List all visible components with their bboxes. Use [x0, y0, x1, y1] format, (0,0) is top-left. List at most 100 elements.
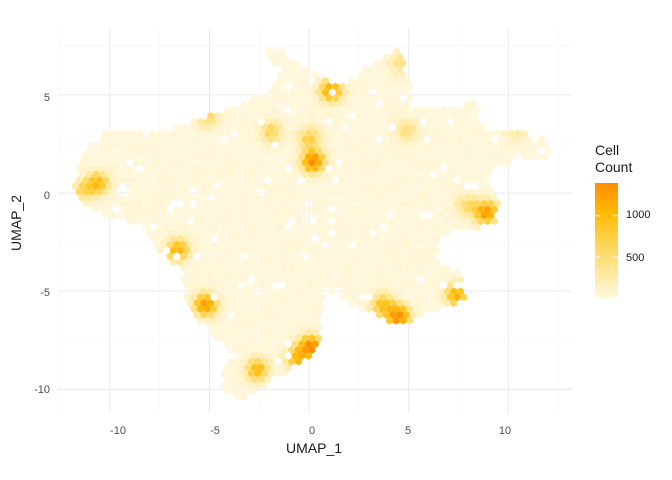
- hexbin-cell: [362, 147, 370, 155]
- hexbin-cell: [382, 205, 390, 214]
- hexbin-cell: [403, 217, 410, 226]
- hexbin-cell: [426, 117, 434, 126]
- hexbin-cell: [217, 164, 225, 173]
- hexbin-cell: [355, 76, 363, 85]
- hexbin-cell: [254, 193, 262, 202]
- hexbin-cell: [99, 205, 106, 214]
- hexbin-cell: [234, 334, 242, 343]
- hexbin-cell: [193, 182, 201, 190]
- hexbin-cell: [109, 141, 117, 150]
- hexbin-cell: [234, 346, 242, 354]
- hexbin-cell: [247, 264, 255, 272]
- hexbin-cell: [271, 188, 279, 196]
- hexbin-cell: [217, 141, 225, 150]
- hexbin-cell: [203, 188, 211, 196]
- hexbin-cell: [176, 211, 184, 220]
- hexbin-cell: [460, 211, 468, 220]
- hexbin-cell: [224, 386, 231, 395]
- hexbin-cell: [241, 135, 248, 144]
- hexbin-cell: [264, 129, 272, 138]
- hexbin-cell: [264, 328, 272, 337]
- hexbin-cell: [203, 129, 211, 138]
- hexbin-cell: [423, 275, 431, 284]
- hexbin-cell: [284, 152, 292, 161]
- hexbin-cell: [433, 281, 441, 290]
- hexbin-cell: [268, 205, 275, 214]
- hexbin-cell: [261, 346, 269, 354]
- hexbin-cell: [268, 310, 275, 319]
- hexbin-cell: [251, 340, 258, 348]
- hexbin-cell: [298, 141, 306, 150]
- hexbin-cell: [447, 106, 454, 114]
- hexbin-cell: [349, 123, 356, 132]
- hexbin-cell: [278, 340, 285, 348]
- hexbin-cell: [315, 310, 323, 319]
- hexbin-cell: [102, 199, 110, 208]
- hexbin-cell: [403, 299, 410, 307]
- hexbin-cell: [274, 158, 282, 167]
- hexbin-cell: [301, 193, 309, 202]
- hexbin-cell: [379, 94, 387, 103]
- hexbin-cell: [433, 106, 441, 114]
- hexbin-cell: [278, 363, 285, 372]
- hexbin-cell: [122, 129, 130, 138]
- hexbin-cell: [234, 112, 242, 120]
- hexbin-cell: [355, 299, 363, 307]
- hexbin-cell: [403, 170, 410, 179]
- hexbin-cell: [406, 141, 414, 150]
- hexbin-cell: [318, 258, 326, 267]
- hexbin-cell: [180, 229, 187, 237]
- hexbin-cell: [396, 310, 404, 319]
- hexbin-cell: [230, 293, 238, 302]
- hexbin-cell: [480, 199, 488, 208]
- hexbin-cell: [207, 112, 214, 120]
- hexbin-cell: [176, 246, 184, 255]
- hexbin-cell: [281, 135, 289, 144]
- hexbin-cell: [311, 152, 319, 161]
- hexbin-cell: [176, 223, 184, 231]
- hexbin-cell: [362, 229, 370, 237]
- hexbin-cell: [197, 293, 204, 302]
- hexbin-cell: [372, 293, 380, 302]
- hexbin-cell: [213, 299, 221, 307]
- hexbin-cell: [78, 170, 86, 179]
- hexbin-cell: [257, 293, 265, 302]
- hexbin-cell: [210, 316, 218, 325]
- hexbin-cell: [213, 205, 221, 214]
- hexbin-cell: [213, 264, 221, 272]
- hexbin-cell: [203, 293, 211, 302]
- hexbin-cell: [264, 305, 272, 313]
- hexbin-cell: [487, 152, 495, 161]
- hexbin-cell: [170, 211, 177, 220]
- hexbin-cell: [284, 129, 292, 138]
- hexbin-cell: [494, 129, 502, 138]
- hexbin-cell: [430, 182, 437, 190]
- hexbin-cell: [224, 363, 231, 372]
- hexbin-cell: [403, 135, 410, 144]
- hexbin-cell: [382, 193, 390, 202]
- hexbin-cell: [325, 269, 333, 278]
- hexbin-cell: [126, 217, 133, 226]
- hexbin-cell: [328, 264, 336, 272]
- hexbin-cell: [541, 152, 549, 161]
- hexbin-cell: [372, 211, 380, 220]
- hexbin-cell: [257, 363, 265, 372]
- hexbin-cell: [355, 135, 363, 144]
- hexbin-cell: [399, 176, 407, 185]
- hexbin-cell: [268, 53, 275, 62]
- hexbin-cell: [217, 328, 225, 337]
- hexbin-cell: [355, 252, 363, 261]
- hexbin-cell: [392, 269, 400, 278]
- hexbin-cell: [413, 188, 421, 196]
- hexbin-cell: [146, 229, 154, 237]
- hexbin-cell: [207, 147, 214, 155]
- hexbin-cell: [257, 199, 265, 208]
- hexbin-cell: [268, 369, 275, 378]
- hexbin-cell: [241, 287, 248, 296]
- hexbin-cell: [241, 158, 248, 167]
- hexbin-cell: [200, 217, 208, 226]
- hexbin-cell: [423, 147, 431, 155]
- hexbin-cell: [305, 246, 312, 255]
- hexbin-cell: [268, 217, 275, 226]
- hexbin-cell: [480, 141, 488, 150]
